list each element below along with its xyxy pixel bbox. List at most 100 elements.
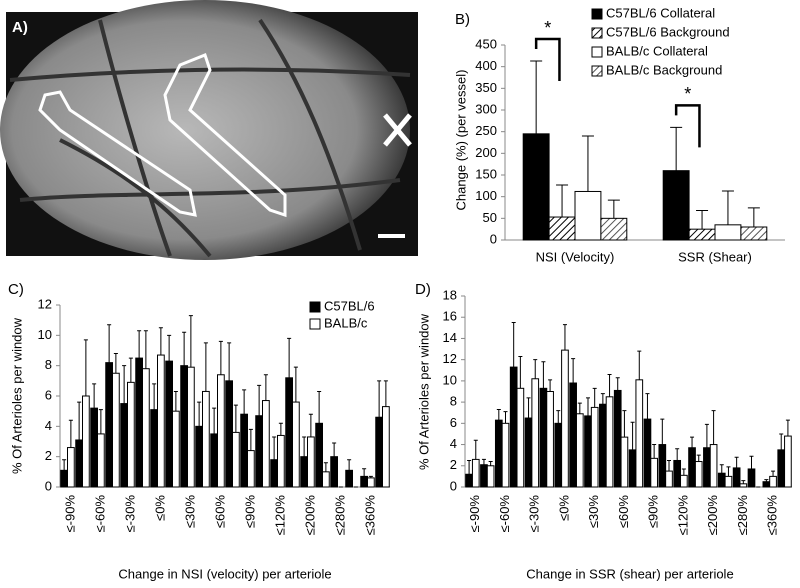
- error-bar: [473, 439, 478, 460]
- bar: [465, 473, 473, 488]
- legend-swatch: [309, 301, 321, 313]
- bar: [546, 391, 554, 488]
- bar: [157, 354, 165, 488]
- error-bar: [666, 459, 672, 472]
- error-bar: [747, 207, 760, 227]
- bar: [658, 444, 667, 488]
- x-tick-label: ≤-60%: [497, 495, 512, 533]
- error-bar: [68, 419, 73, 448]
- significance-bracket: [534, 37, 561, 82]
- bar: [300, 456, 308, 488]
- error-bar: [317, 390, 322, 424]
- error-bar: [719, 464, 724, 474]
- bar: [217, 374, 225, 488]
- error-bar: [233, 404, 238, 433]
- error-bar: [383, 380, 388, 407]
- error-bar: [690, 436, 695, 448]
- legend-label: BALB/c Background: [606, 62, 722, 77]
- error-bar: [257, 384, 262, 416]
- error-bar: [556, 184, 569, 218]
- panel-label: A): [12, 19, 28, 36]
- bar: [307, 436, 315, 488]
- bar: [195, 425, 203, 488]
- y-tick-label: 14: [443, 330, 457, 345]
- error-bar: [503, 411, 508, 424]
- bar: [569, 382, 577, 488]
- y-axis-label: Change (%) (per vessel): [453, 70, 468, 211]
- error-bar: [711, 410, 716, 445]
- x-tick-label: ≤280%: [332, 495, 347, 536]
- bar: [714, 224, 742, 241]
- bar: [142, 368, 150, 488]
- bar: [740, 226, 768, 241]
- x-tick-label: ≤-60%: [92, 495, 107, 533]
- error-bar: [197, 401, 202, 427]
- x-tick-label: ≤30%: [182, 495, 197, 529]
- error-bar: [696, 454, 701, 462]
- error-bar: [726, 466, 731, 477]
- error-bar: [585, 397, 591, 416]
- error-bar: [670, 126, 683, 171]
- bar: [82, 395, 90, 488]
- bar: [60, 469, 68, 488]
- bar: [471, 458, 480, 488]
- error-bar: [377, 380, 382, 418]
- y-tick-label: 350: [475, 80, 497, 95]
- y-axis-label: % Of Arterioles per window: [9, 317, 24, 474]
- error-bar: [696, 210, 709, 230]
- y-tick-label: 10: [38, 327, 52, 342]
- legend-swatch: [591, 27, 603, 39]
- x-tick-label: ≤120%: [272, 495, 287, 536]
- x-tick-label: ≤200%: [705, 495, 720, 536]
- bar: [703, 447, 711, 488]
- error-bar: [368, 475, 373, 478]
- error-bar: [77, 401, 82, 440]
- error-bar: [785, 419, 790, 437]
- error-bar: [488, 461, 493, 466]
- error-bar: [263, 374, 268, 401]
- error-bar: [637, 350, 642, 380]
- y-tick-label: 450: [475, 36, 497, 51]
- error-bar: [152, 383, 157, 410]
- error-bar: [293, 366, 298, 403]
- y-tick-label: 50: [483, 210, 497, 225]
- bar: [270, 459, 278, 488]
- y-tick-label: 4: [45, 418, 52, 433]
- x-tick-label: ≤200%: [302, 495, 317, 536]
- bar: [724, 475, 733, 488]
- error-bar: [771, 470, 776, 477]
- x-tick-label: ≤360%: [764, 495, 779, 536]
- error-bar: [681, 468, 686, 476]
- y-tick-label: 8: [450, 394, 457, 409]
- x-tick-label: ≤-90%: [467, 495, 482, 533]
- bar: [709, 444, 718, 488]
- bar: [662, 170, 690, 241]
- error-bar: [577, 402, 582, 414]
- y-tick-label: 18: [443, 287, 457, 302]
- y-tick-label: 6: [450, 415, 457, 430]
- error-bar: [158, 327, 163, 356]
- bar: [480, 464, 488, 488]
- bar: [688, 447, 696, 488]
- micrograph: A): [0, 0, 418, 260]
- bar: [643, 418, 652, 488]
- error-bar: [607, 199, 620, 219]
- legend-label: C57BL/6 Background: [606, 24, 730, 39]
- bar: [112, 372, 120, 488]
- error-bar: [548, 379, 553, 392]
- bar: [180, 365, 188, 488]
- y-tick-label: 12: [38, 296, 52, 311]
- legend-label: BALB/c: [324, 315, 368, 330]
- y-tick-label: 250: [475, 123, 497, 138]
- x-tick-label: ≤360%: [362, 495, 377, 536]
- bar: [539, 387, 548, 488]
- bar: [165, 360, 173, 488]
- x-tick-label: ≤60%: [616, 495, 631, 529]
- x-tick-label: ≤-30%: [527, 495, 542, 533]
- bar: [516, 387, 525, 488]
- error-bar: [741, 480, 746, 484]
- bar: [548, 216, 576, 241]
- error-bar: [526, 397, 531, 419]
- error-bar: [98, 409, 103, 434]
